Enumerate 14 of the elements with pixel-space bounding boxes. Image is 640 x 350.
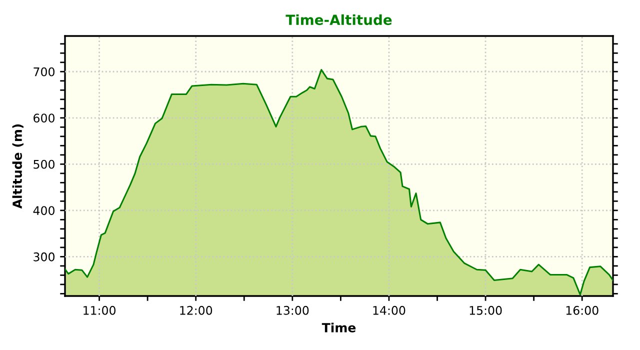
x-tick-label: 14:00 [373, 306, 406, 315]
x-tick-label: 12:00 [180, 306, 212, 315]
y-tick-label: 600 [34, 114, 54, 123]
x-tick-label: 13:00 [276, 306, 309, 315]
y-tick-label: 700 [34, 67, 54, 76]
y-tick-label: 300 [34, 252, 54, 262]
x-tick-label: 15:00 [470, 306, 502, 315]
y-tick-label: 500 [34, 160, 54, 169]
x-tick-label: 11:00 [84, 306, 116, 315]
y-axis-title: Altitude (m) [12, 124, 24, 209]
chart-title: Time-Altitude [286, 14, 392, 26]
y-tick-label: 400 [33, 206, 54, 216]
x-axis-title: Time [322, 322, 356, 332]
x-tick-label: 16:00 [566, 306, 598, 315]
